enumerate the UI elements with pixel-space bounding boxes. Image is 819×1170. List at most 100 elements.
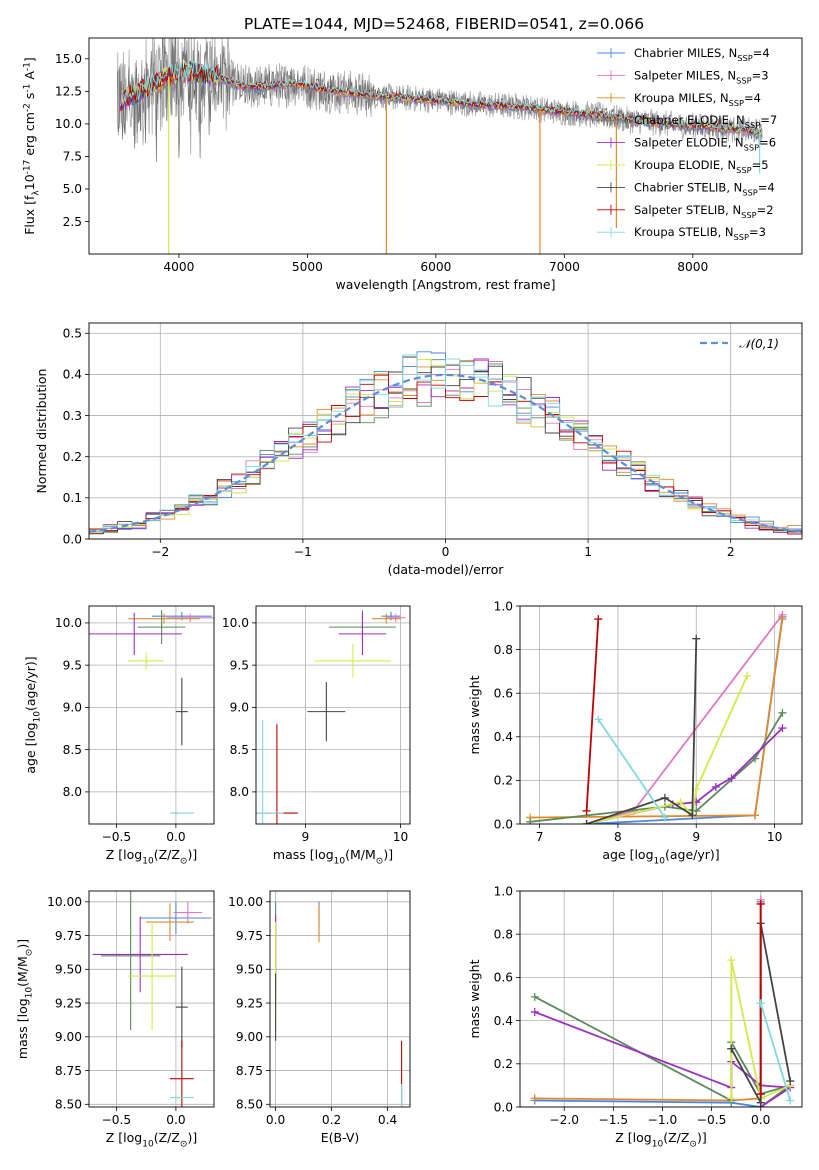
weight-marker [711, 782, 720, 791]
errorbar-chabrier-elodie [137, 610, 186, 645]
y-tick-label: 15.0 [55, 52, 82, 66]
axes-frame [519, 890, 803, 1108]
axes-frame [88, 37, 803, 255]
plot-area [526, 610, 787, 824]
axes-frame [88, 890, 215, 1108]
y-tick-label: 0.2 [63, 450, 82, 464]
weight-line-kroupa-elodie [730, 959, 791, 1100]
x-tick-label: −0.5 [102, 1113, 132, 1127]
figure-title: PLATE=1044, MJD=52468, FIBERID=0541, z=0… [244, 15, 644, 33]
legend-label-kroupa-elodie: Kroupa ELODIE, NSSP=5 [634, 158, 769, 175]
x-tick-label: 0.0 [751, 1113, 770, 1127]
observed-spectrum-dark [116, 38, 763, 162]
plot-area [89, 351, 802, 535]
x-tick-label: 4000 [163, 260, 194, 274]
legend-label-chabrier-stelib: Chabrier STELIB, NSSP=4 [634, 180, 775, 197]
panel-residuals: −2 −1 0 1 2 0.0 0.1 0.2 0.3 0.4 0.5 (data-model)/er… [34, 322, 803, 577]
weight-marker [582, 806, 591, 815]
plot-area [275, 901, 403, 1107]
errorbar-salpeter-elodie [338, 612, 387, 656]
weight-marker [756, 999, 765, 1008]
model-line-kroupa-stelib [119, 60, 762, 134]
x-tick-label: −2.0 [549, 1113, 579, 1127]
legend-label-salpeter-stelib: Salpeter STELIB, NSSP=2 [634, 203, 774, 220]
y-tick-label: 9.5 [63, 658, 82, 672]
y-tick-label: 12.5 [55, 85, 82, 99]
y-tick-label: 9.5 [230, 658, 249, 672]
y-tick-label: 0.8 [494, 928, 513, 942]
y-tick-label: 0.8 [494, 643, 513, 657]
x-axis-label: Z [log10(Z/Z⊙)] [106, 1130, 197, 1149]
y-tick-label: 0.0 [63, 532, 82, 546]
panel-age_vs_mass: 9 10 8.0 8.5 9.0 9.5 10.0 mass [log10(M/M⊙)] [222, 605, 411, 866]
y-tick-label: 1.0 [494, 884, 513, 898]
y-tick-label: 0.3 [63, 409, 82, 423]
y-tick-label: 0.4 [63, 368, 83, 382]
plot-area [92, 891, 212, 1107]
legend-label-kroupa-stelib: Kroupa STELIB, NSSP=3 [634, 225, 766, 242]
x-tick-label: 10 [767, 830, 783, 844]
errorbar-salpeter-elodie [89, 612, 182, 656]
y-tick-label: 0.2 [494, 1057, 513, 1071]
x-axis-label: mass [log10(M/M⊙)] [273, 847, 393, 866]
x-tick-label: 8000 [677, 260, 708, 274]
weight-marker [727, 956, 736, 965]
weight-line-kroupa-stelib [597, 718, 666, 819]
y-tick-label: 9.75 [236, 929, 263, 943]
weight-marker [688, 811, 697, 820]
y-tick-label: 0.0 [494, 1100, 513, 1114]
y-tick-label: 1.0 [494, 599, 513, 613]
errorbar-chabrier-stelib [175, 966, 188, 1048]
errorbar-salpeter-miles [386, 613, 406, 623]
x-axis-label: Z [log10(Z/Z⊙)] [106, 847, 197, 866]
weight-marker [660, 793, 669, 802]
y-tick-label: 8.75 [55, 1064, 82, 1078]
errorbar-kroupa-miles [128, 613, 200, 624]
x-tick-label: −0.5 [697, 1113, 727, 1127]
y-tick-label: 9.25 [236, 996, 263, 1010]
errorbar-salpeter-elodie [92, 916, 188, 993]
y-tick-label: 10.0 [55, 117, 82, 131]
y-tick-label: 8.50 [55, 1098, 82, 1112]
y-tick-label: 8.0 [63, 785, 82, 799]
y-tick-label: 9.0 [63, 701, 82, 715]
y-tick-label: 8.5 [63, 743, 82, 757]
errorbar-kroupa-elodie [128, 922, 176, 1031]
weight-marker [756, 899, 765, 908]
x-tick-label: −1.5 [599, 1113, 629, 1127]
y-tick-label: 9.75 [55, 929, 82, 943]
weight-line-chabrier-elodie [534, 996, 791, 1107]
errorbar-chabrier-stelib [307, 682, 346, 742]
y-tick-label: 5.0 [63, 182, 82, 196]
x-axis-label: age [log10(age/yr)] [602, 847, 719, 866]
weight-marker [660, 813, 669, 822]
x-tick-label: 1 [584, 545, 592, 559]
plot-area [256, 610, 406, 824]
errorbar-kroupa-miles [146, 903, 194, 941]
x-axis-label: wavelength [Angstrom, rest frame] [335, 277, 555, 292]
panel-weight_vs_age: 7 8 9 10 0.0 0.2 0.4 0.6 0.8 1.0 age [log10(age/yr… [467, 599, 803, 866]
y-tick-label: 9.50 [236, 963, 263, 977]
weight-marker [594, 615, 603, 624]
weight-line-salpeter-stelib [585, 619, 600, 811]
weight-marker [778, 724, 787, 733]
y-tick-label: 0.6 [494, 971, 513, 985]
weight-marker [692, 634, 701, 643]
x-tick-label: 6000 [420, 260, 451, 274]
x-tick-label: 0 [442, 545, 450, 559]
y-tick-label: 8.75 [236, 1064, 263, 1078]
x-axis-label: (data-model)/error [388, 562, 505, 577]
x-tick-label: 9 [302, 830, 310, 844]
weight-marker [743, 671, 752, 680]
x-tick-label: 0.0 [266, 1113, 285, 1127]
axes-frame [269, 890, 411, 1108]
panel-mass_vs_Z: −0.5 0.0 8.50 8.75 9.00 9.25 9.50 9.75 10.00 Z [l… [15, 890, 215, 1149]
legend-label-salpeter-elodie: Salpeter ELODIE, NSSP=6 [634, 136, 776, 153]
legend-label-chabrier-miles: Chabrier MILES, NSSP=4 [634, 46, 770, 63]
y-tick-label: 10.0 [222, 616, 249, 630]
x-tick-label: 8 [614, 830, 622, 844]
weight-line-chabrier-stelib [586, 638, 698, 824]
x-tick-label: 5000 [292, 260, 323, 274]
observed-spectrum-light [116, 38, 763, 155]
